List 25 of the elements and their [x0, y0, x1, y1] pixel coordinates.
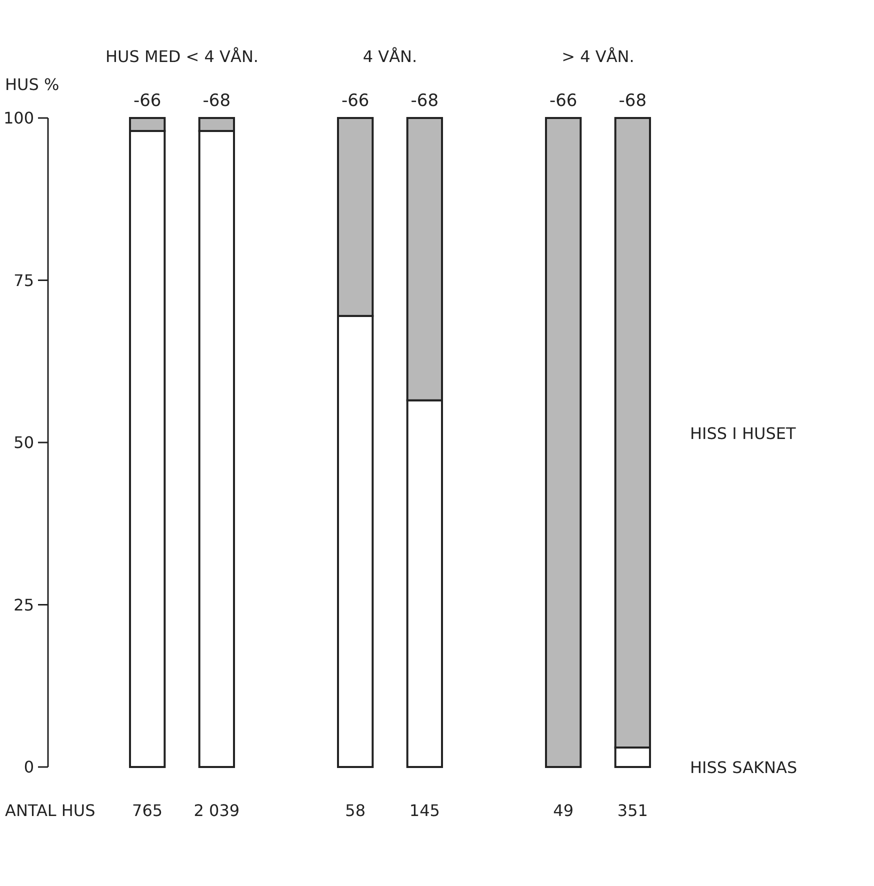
bar: [545, 117, 582, 768]
text: 4 VÅN.: [362, 47, 418, 66]
text: 145: [409, 801, 440, 820]
text: ANTAL HUS: [5, 801, 96, 820]
x-tick-label: -68: [618, 91, 647, 111]
x-tick-label: -68: [202, 91, 231, 111]
y-axis-title: HUS %: [5, 75, 60, 94]
text: 49: [553, 801, 574, 820]
x-tick-label: -68: [410, 91, 439, 111]
text: 351: [617, 801, 648, 820]
text: > 4 VÅN.: [562, 47, 634, 66]
x-tick-label: -66: [133, 91, 162, 111]
text: 58: [345, 801, 366, 820]
y-tick-label: 25: [14, 595, 34, 614]
x-tick-label: -66: [549, 91, 578, 111]
text: 2 039: [194, 801, 240, 820]
text: HISS SAKNAS: [690, 758, 798, 777]
y-tick-label: 75: [14, 270, 34, 290]
y-tick-label: 50: [14, 433, 34, 452]
x-tick-label: -66: [341, 91, 370, 111]
text: 765: [132, 801, 163, 820]
y-tick-label: 0: [24, 758, 34, 777]
y-tick-label: 100: [3, 108, 34, 128]
text: HISS I HUSET: [690, 424, 796, 443]
text: HUS MED < 4 VÅN.: [105, 47, 259, 66]
